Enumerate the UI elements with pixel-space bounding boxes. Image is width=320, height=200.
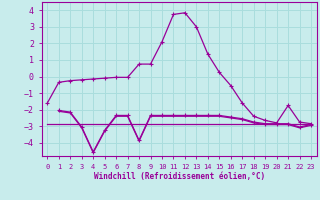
X-axis label: Windchill (Refroidissement éolien,°C): Windchill (Refroidissement éolien,°C): [94, 172, 265, 181]
